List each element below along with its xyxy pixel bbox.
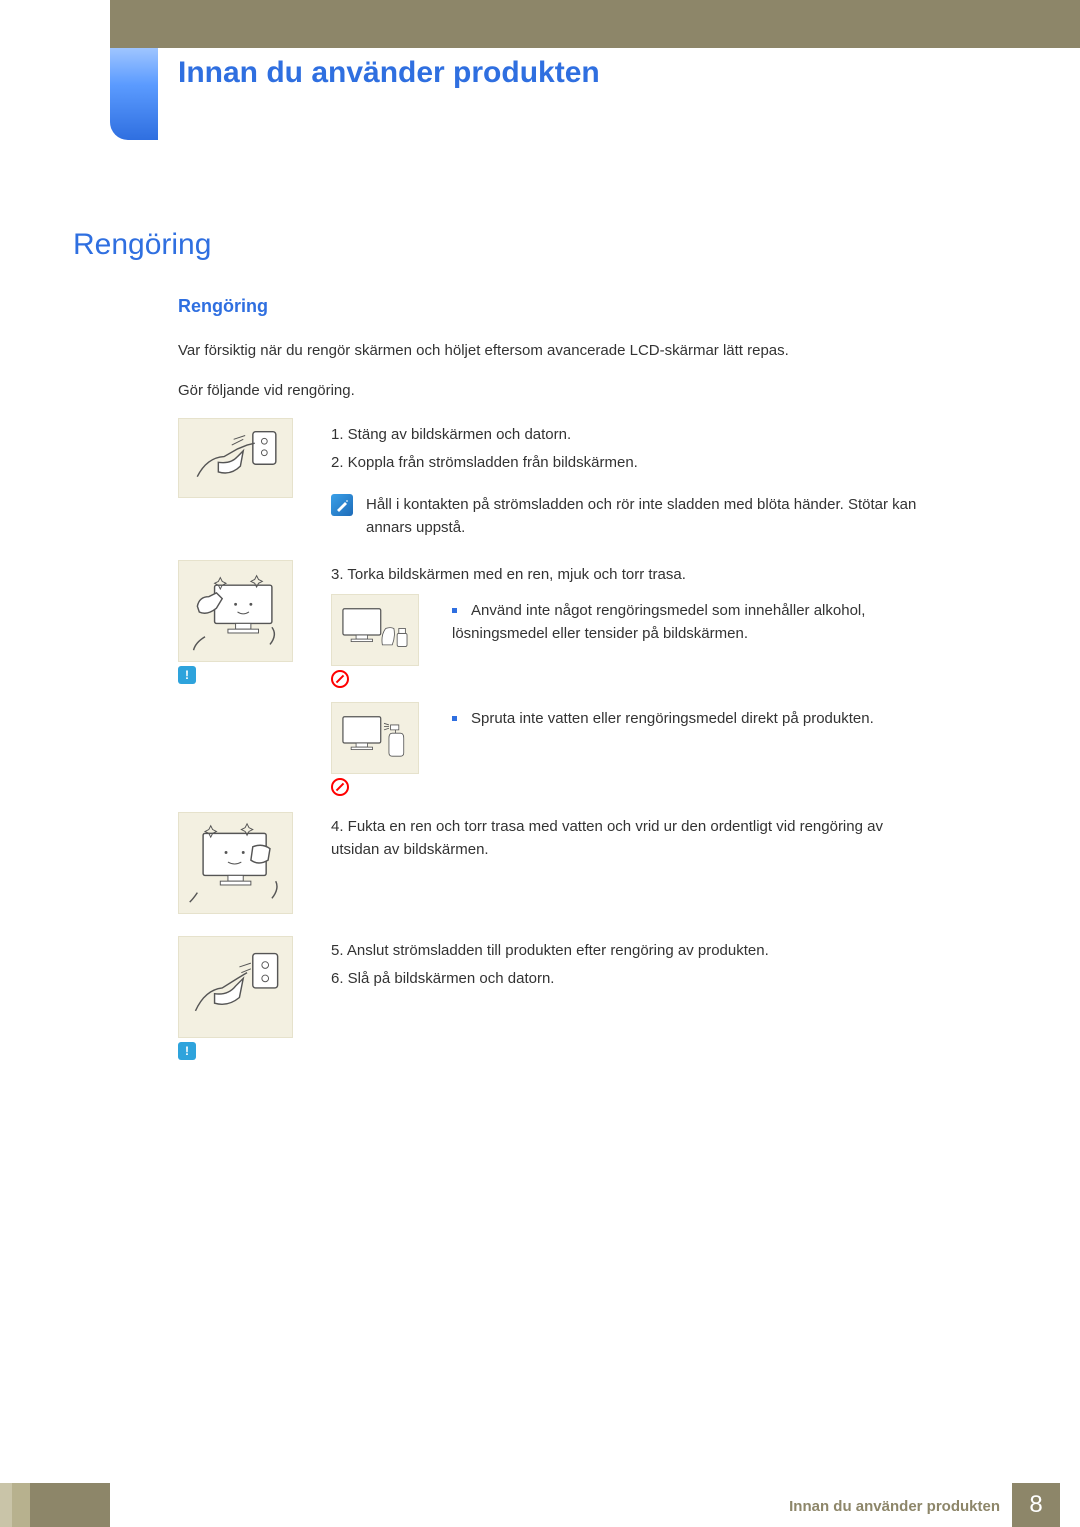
- prohibition-badge-2: [331, 778, 349, 796]
- bullet-1: Använd inte något rengöringsmedel som in…: [452, 600, 942, 645]
- header-band: [0, 0, 1080, 48]
- header-band-cutout: [0, 0, 110, 48]
- intro-paragraph-2: Gör följande vid rengöring.: [178, 380, 355, 403]
- step-4: 4. Fukta en ren och torr trasa med vatte…: [331, 816, 931, 861]
- section-title: Rengöring: [73, 228, 211, 262]
- bullet-dot-icon: [452, 716, 457, 721]
- note-icon: [331, 494, 353, 516]
- caution-info-badge-1: !: [178, 666, 196, 684]
- note-1: Håll i kontakten på strömsladden och rör…: [366, 494, 936, 539]
- caution-info-badge-2: !: [178, 1042, 196, 1060]
- footer-chapter-label: Innan du använder produkten: [789, 1498, 1000, 1515]
- page-number: 8: [1012, 1483, 1060, 1527]
- chapter-tab: [110, 48, 158, 140]
- footer-accent: [0, 1483, 110, 1527]
- illustration-no-spray: [331, 702, 419, 774]
- bullet-2-text: Spruta inte vatten eller rengöringsmedel…: [471, 710, 874, 727]
- step-1: 1. Stäng av bildskärmen och datorn.: [331, 424, 571, 447]
- prohibition-badge-1: [331, 670, 349, 688]
- bullet-dot-icon: [452, 608, 457, 613]
- sub-section-title: Rengöring: [178, 296, 268, 317]
- bullet-2: Spruta inte vatten eller rengöringsmedel…: [452, 708, 942, 731]
- step-2: 2. Koppla från strömsladden från bildskä…: [331, 452, 638, 475]
- step-5: 5. Anslut strömsladden till produkten ef…: [331, 940, 769, 963]
- illustration-wipe-screen: [178, 560, 293, 662]
- chapter-title: Innan du använder produkten: [178, 56, 600, 90]
- step-6: 6. Slå på bildskärmen och datorn.: [331, 968, 554, 991]
- intro-paragraph-1: Var försiktig när du rengör skärmen och …: [178, 340, 789, 363]
- illustration-unplug: [178, 418, 293, 498]
- illustration-damp-cloth: [178, 812, 293, 914]
- footer: Innan du använder produkten 8: [0, 1483, 1080, 1527]
- step-3: 3. Torka bildskärmen med en ren, mjuk oc…: [331, 564, 686, 587]
- illustration-no-chemicals: [331, 594, 419, 666]
- illustration-plug-in: [178, 936, 293, 1038]
- bullet-1-text: Använd inte något rengöringsmedel som in…: [452, 602, 865, 642]
